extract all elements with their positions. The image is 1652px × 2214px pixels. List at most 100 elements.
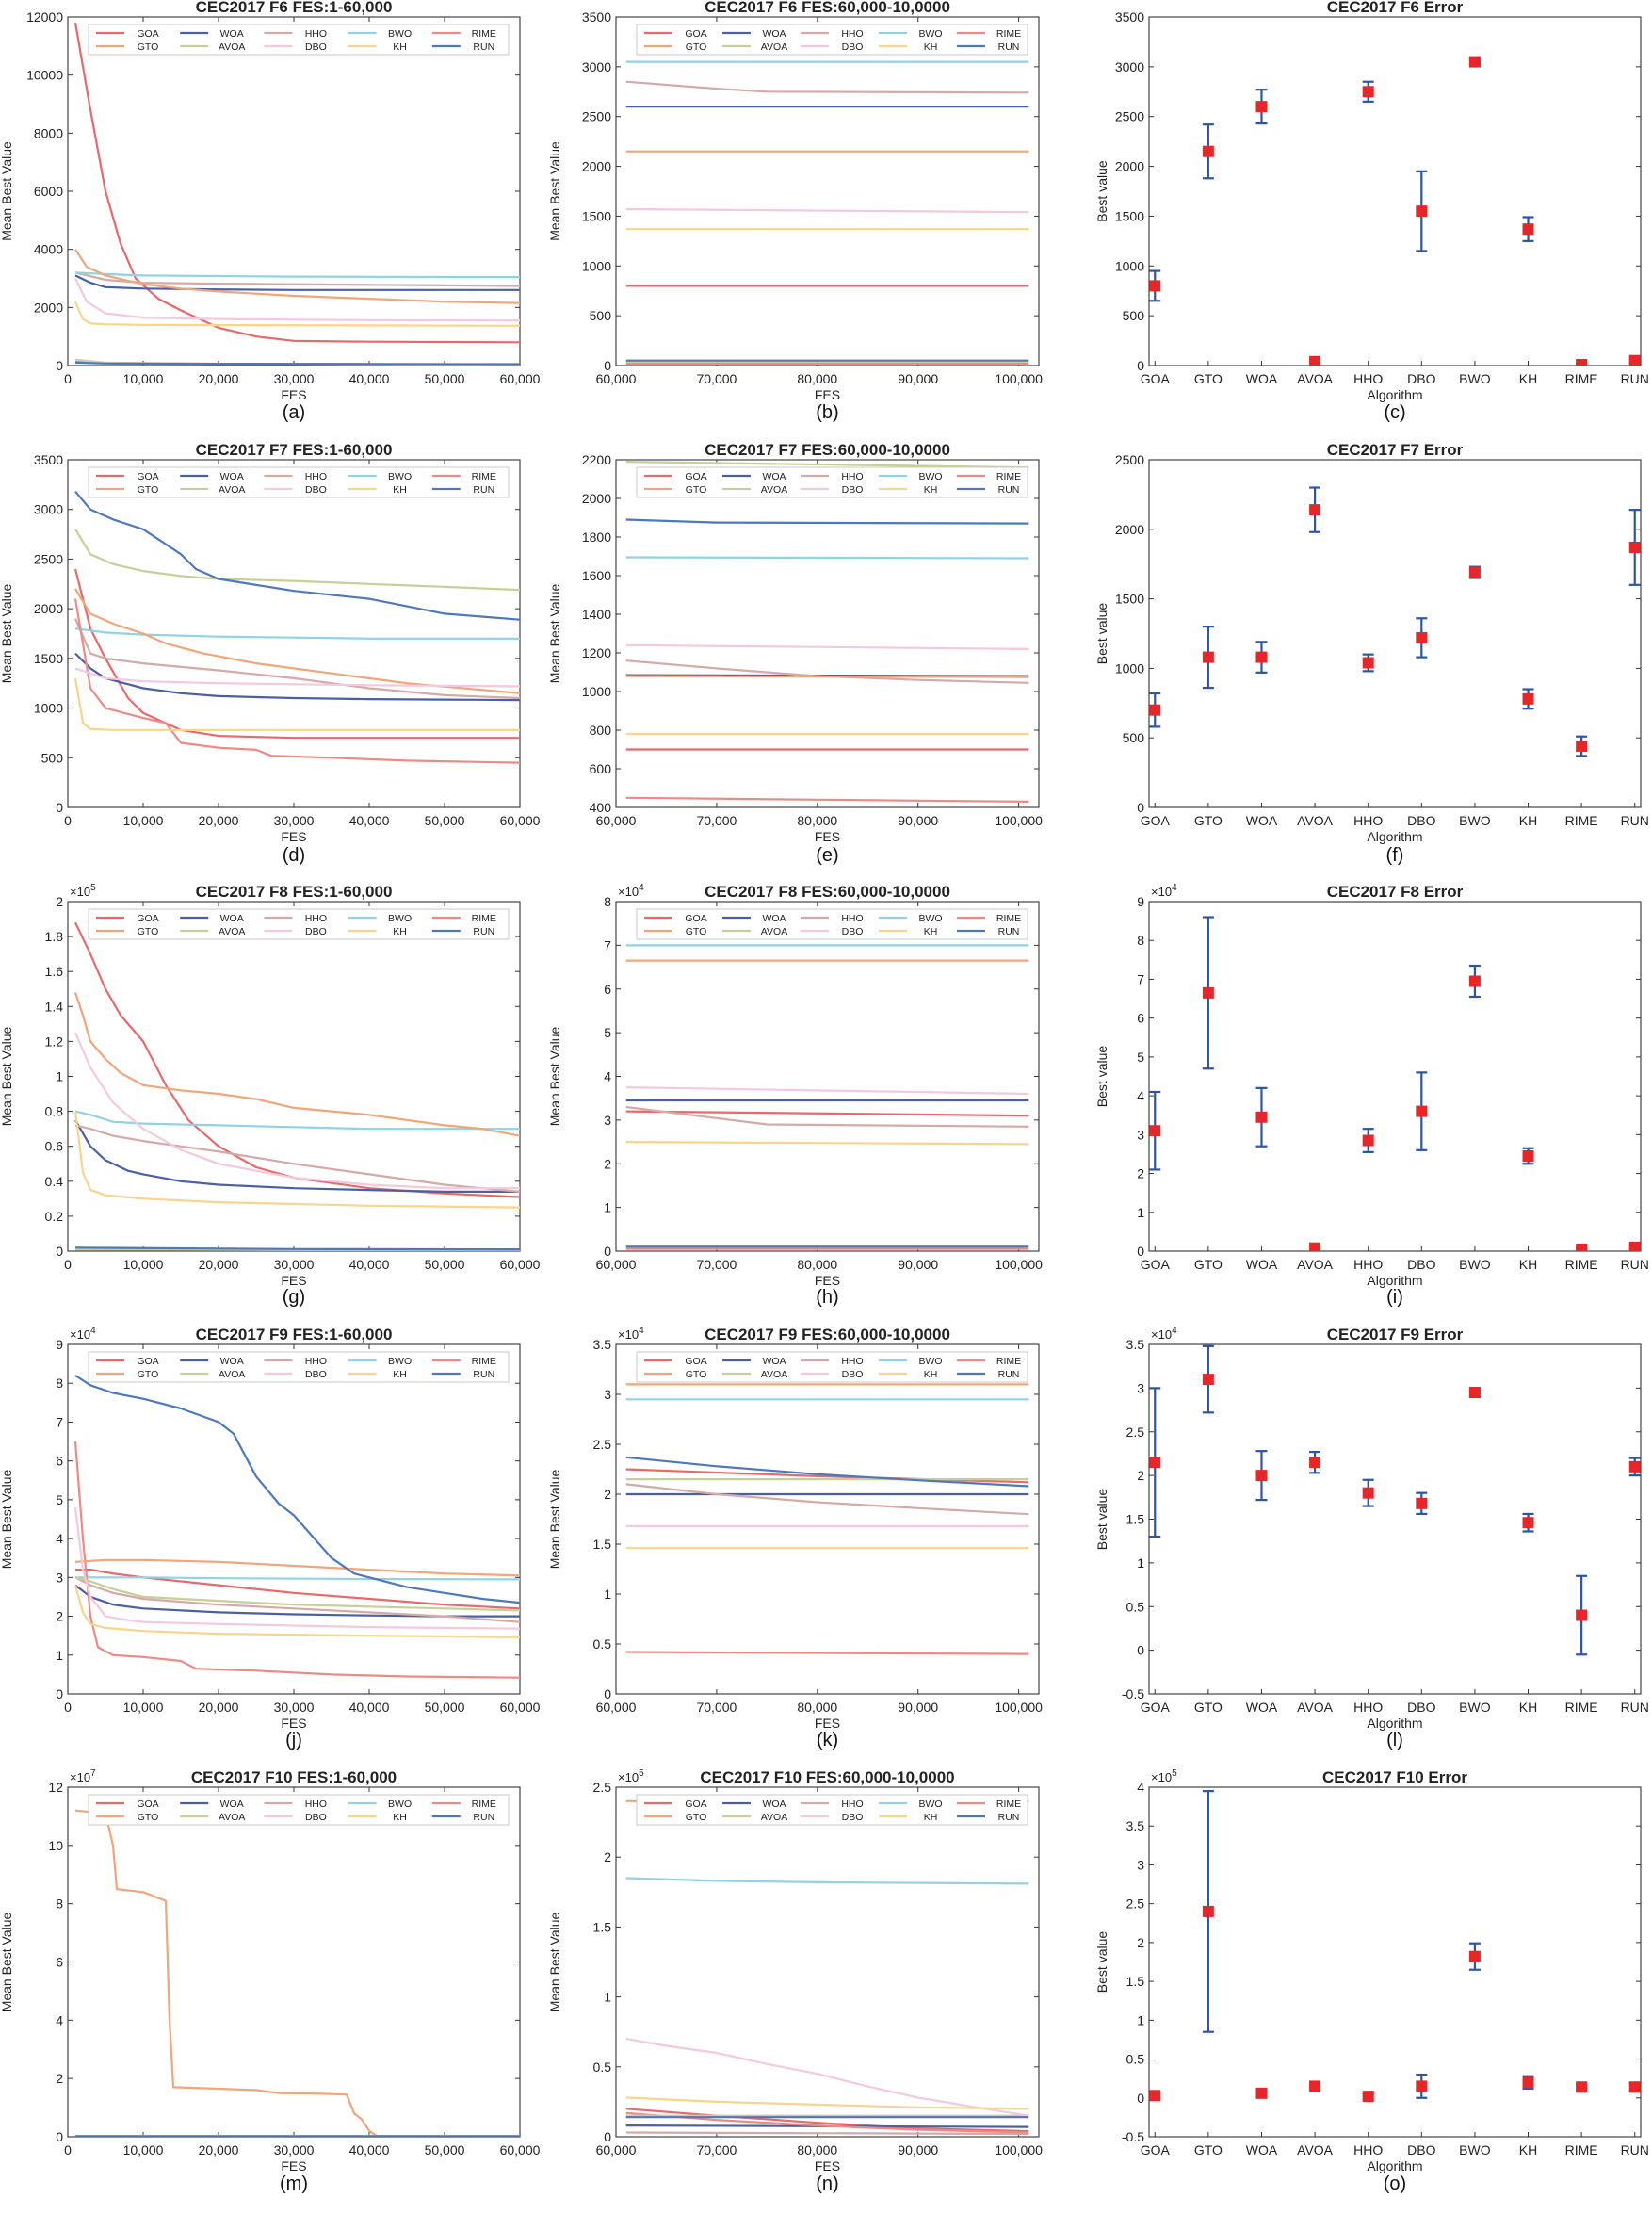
legend-box: [636, 466, 1028, 498]
x-axis-label: Algorithm: [1367, 387, 1422, 402]
x-tick-label: 60,000: [596, 1257, 637, 1272]
legend-label-bwo: BWO: [388, 28, 412, 40]
mean-marker-avoa: [1309, 2080, 1321, 2092]
legend-label-run: RUN: [998, 926, 1020, 937]
legend-label-gto: GTO: [686, 1369, 707, 1380]
legend-label-hho: HHO: [841, 1799, 863, 1810]
y-tick-label: 8: [1137, 933, 1144, 948]
series-line-bwo: [74, 271, 520, 279]
legend: GOA WOA HHO BWO RIME GTO AVOA DBO KH RUN: [88, 1351, 510, 1383]
legend: GOA WOA HHO BWO RIME GTO AVOA DBO KH RUN: [88, 1794, 510, 1826]
category-label: RIME: [1565, 2142, 1598, 2157]
series-line-goa: [73, 23, 520, 344]
x-tick-label: 90,000: [898, 1700, 938, 1715]
y-tick-label: 4: [1137, 1780, 1144, 1795]
axis-multiplier: ×107: [70, 1768, 96, 1784]
y-tick-label: 0: [56, 1686, 63, 1701]
chart-title: CEC2017 F9 FES:60,000-10,0000: [705, 1326, 950, 1343]
mean-marker-kh: [1522, 1150, 1534, 1163]
category-label: AVOA: [1297, 813, 1334, 828]
y-tick-label: 500: [41, 750, 64, 765]
series-line-dbo: [73, 1506, 520, 1630]
y-tick-label: 8: [56, 1376, 63, 1391]
panel-label: (m): [280, 2173, 308, 2194]
category-label: RIME: [1565, 1257, 1598, 1272]
series-line-hho: [73, 618, 520, 700]
mean-marker-dbo: [1416, 205, 1428, 218]
legend-label-dbo: DBO: [305, 1369, 327, 1380]
x-axis-label: Algorithm: [1367, 1273, 1422, 1288]
series-line-goa: [74, 921, 520, 1198]
y-tick-label: 5: [604, 1025, 611, 1040]
x-tick-label: 30,000: [274, 1257, 315, 1272]
x-tick-label: 100,000: [995, 371, 1043, 386]
y-tick-label: 2.5: [593, 1780, 612, 1795]
category-label: WOA: [1246, 371, 1278, 386]
legend-label-woa: WOA: [220, 1356, 244, 1367]
y-tick-label: 3: [1137, 1857, 1144, 1872]
legend-label-gto: GTO: [686, 1812, 707, 1823]
series-line-run: [625, 1456, 1029, 1488]
category-label: GTO: [1194, 813, 1223, 828]
series-line-hho: [74, 1124, 520, 1193]
y-tick-label: 1.4: [45, 999, 64, 1014]
axis-multiplier: ×104: [70, 1326, 96, 1342]
y-tick-label: 9: [1137, 894, 1144, 909]
legend-label-kh: KH: [393, 1812, 407, 1823]
chart-title: CEC2017 F10 Error: [1322, 1768, 1467, 1786]
x-axis-label: FES: [281, 1716, 306, 1731]
y-tick-label: 2000: [582, 159, 611, 174]
legend-label-bwo: BWO: [918, 913, 942, 924]
legend-label-dbo: DBO: [305, 484, 327, 496]
legend-label-gto: GTO: [138, 1812, 159, 1823]
y-tick-label: 0: [604, 1244, 611, 1259]
legend-box: [636, 908, 1028, 940]
y-tick-label: 1000: [34, 701, 63, 716]
chart-1: CEC2017 F6 FES:1-60,000 0 2000 4000 6000 8000…: [0, 0, 541, 423]
x-axis-label: FES: [815, 387, 840, 402]
x-tick-label: 40,000: [349, 2142, 390, 2157]
legend-label-dbo: DBO: [305, 1812, 327, 1823]
x-axis-label: Algorithm: [1367, 2158, 1422, 2173]
series-line-hho: [625, 2131, 1029, 2136]
y-tick-label: 2000: [34, 300, 63, 315]
x-tick-label: 80,000: [797, 2142, 837, 2157]
series-line-gto: [74, 1809, 520, 2137]
category-label: AVOA: [1297, 1700, 1334, 1715]
category-label: KH: [1519, 813, 1537, 828]
category-label: GTO: [1194, 2142, 1223, 2157]
x-tick-label: 0: [64, 813, 72, 828]
category-label: RUN: [1621, 2142, 1649, 2157]
legend-label-goa: GOA: [685, 913, 706, 924]
x-tick-label: 0: [64, 1257, 72, 1272]
y-tick-label: 0: [56, 358, 63, 373]
legend-label-run: RUN: [473, 484, 494, 496]
y-tick-label: 1.6: [45, 964, 64, 979]
mean-marker-woa: [1255, 1111, 1268, 1123]
y-tick-label: 0: [604, 1686, 611, 1701]
x-tick-label: 10,000: [123, 371, 164, 386]
y-tick-label: 0.5: [1126, 1599, 1145, 1614]
y-tick-label: 0: [604, 2129, 611, 2144]
x-tick-label: 60,000: [596, 813, 637, 828]
x-tick-label: 10,000: [123, 1257, 164, 1272]
x-tick-label: 90,000: [898, 813, 938, 828]
legend-label-rime: RIME: [996, 471, 1021, 482]
y-tick-label: 0.4: [45, 1174, 64, 1189]
series-line-avoa: [74, 529, 520, 592]
y-tick-label: 1: [604, 1990, 611, 2005]
x-tick-label: 20,000: [199, 2142, 239, 2157]
legend-box: [636, 24, 1028, 56]
series-line-woa: [74, 1119, 520, 1194]
series-line-bwo: [74, 627, 520, 640]
legend-label-kh: KH: [924, 1369, 938, 1380]
x-tick-label: 90,000: [898, 371, 938, 386]
chart-7: CEC2017 F8 FES:1-60,000 0 0.2 0.4 0.6 0.8 1 1.2…: [0, 883, 541, 1308]
legend-label-hho: HHO: [841, 471, 863, 482]
category-label: GTO: [1194, 1700, 1223, 1715]
y-tick-label: 1: [56, 1069, 63, 1084]
legend-label-gto: GTO: [686, 484, 707, 496]
mean-marker-rime: [1576, 741, 1588, 753]
y-tick-label: 800: [590, 723, 612, 738]
